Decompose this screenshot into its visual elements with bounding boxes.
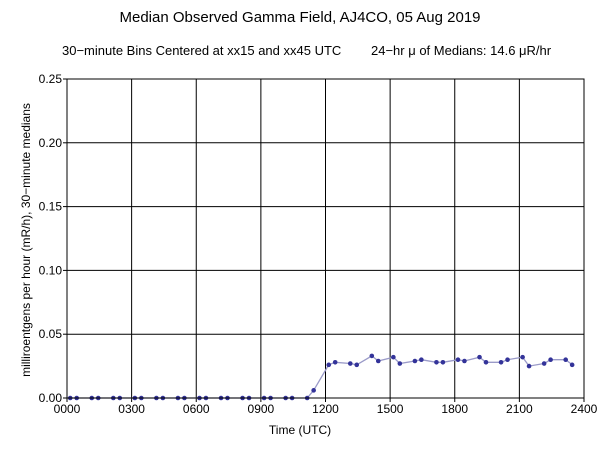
y-axis-ticks: 0.00 0.05 0.10 0.15 0.20 0.25	[39, 72, 67, 405]
chart-subtitle-bins: 30−minute Bins Centered at xx15 and xx45…	[62, 43, 342, 58]
data-point	[347, 361, 353, 366]
data-point	[434, 359, 439, 365]
data-point	[369, 353, 375, 359]
data-point	[397, 361, 403, 366]
y-tick-label: 0.25	[39, 72, 63, 86]
chart-title: Median Observed Gamma Field, AJ4CO, 05 A…	[119, 9, 481, 26]
grid-lines	[66, 78, 585, 399]
data-point	[477, 354, 482, 360]
series-gamma-medians	[67, 353, 575, 401]
series-line	[70, 355, 573, 399]
data-point	[563, 357, 568, 363]
data-point	[354, 362, 360, 368]
data-point	[569, 362, 575, 368]
data-point	[520, 354, 525, 360]
data-point	[541, 361, 547, 366]
data-point	[526, 363, 532, 369]
data-point	[483, 359, 489, 365]
y-tick-label: 0.10	[39, 263, 63, 277]
x-tick-label: 0000	[54, 402, 81, 416]
y-tick-label: 0.15	[39, 200, 63, 214]
data-point	[412, 358, 418, 364]
x-tick-label: 1500	[377, 402, 404, 416]
data-point	[375, 358, 381, 364]
y-tick-label: 0.20	[39, 136, 63, 150]
x-axis-label: Time (UTC)	[268, 423, 332, 437]
data-point	[505, 357, 510, 363]
x-tick-label: 0900	[248, 402, 275, 416]
x-axis-ticks: 0000 0300 0600 0900 1200 1500 1800 2100 2400	[54, 398, 598, 416]
x-tick-label: 0600	[183, 402, 210, 416]
x-tick-label: 1200	[312, 402, 339, 416]
x-tick-label: 2100	[506, 402, 533, 416]
chart-subtitle-mean: 24−hr μ of Medians: 14.6 μR/hr	[371, 43, 552, 58]
data-point	[548, 357, 553, 363]
data-point	[391, 354, 396, 360]
data-point	[440, 359, 446, 365]
x-tick-label: 0300	[118, 402, 145, 416]
plot-frame	[66, 78, 585, 399]
y-tick-label: 0.05	[39, 327, 63, 341]
x-tick-label: 1800	[441, 402, 468, 416]
data-point	[311, 388, 316, 393]
x-tick-label: 2400	[571, 402, 598, 416]
data-point	[326, 362, 332, 368]
data-point	[332, 359, 338, 365]
data-point	[455, 357, 461, 363]
data-point	[462, 358, 467, 364]
data-point	[498, 359, 504, 365]
y-tick-label: 0.00	[39, 391, 63, 405]
data-point	[419, 357, 424, 363]
